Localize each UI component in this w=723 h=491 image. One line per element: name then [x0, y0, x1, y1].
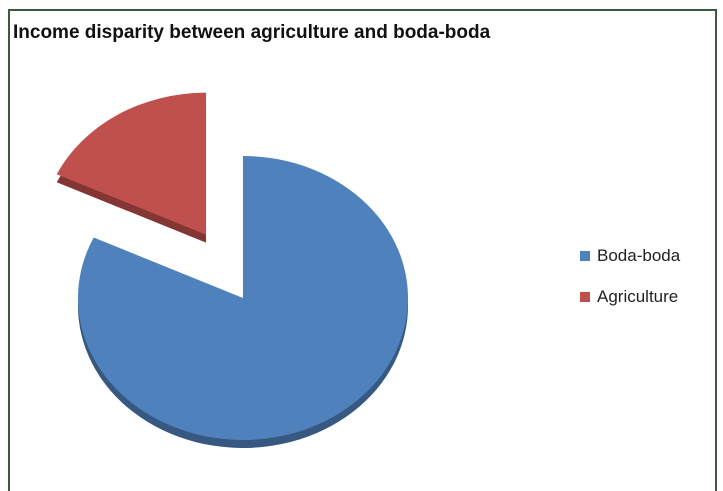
- legend-item-boda-boda: Boda-boda: [580, 243, 680, 269]
- legend-label-agriculture: Agriculture: [597, 287, 679, 306]
- legend: Boda-boda Agriculture: [580, 243, 680, 325]
- legend-label-boda-boda: Boda-boda: [597, 246, 681, 265]
- legend-swatch-boda-boda: [580, 251, 590, 261]
- legend-item-agriculture: Agriculture: [580, 284, 680, 310]
- chart-title: Income disparity between agriculture and…: [13, 22, 491, 43]
- pie-slice-agriculture: [56, 92, 207, 235]
- pie-slice-boda-boda: [77, 156, 408, 440]
- legend-swatch-agriculture: [580, 292, 590, 302]
